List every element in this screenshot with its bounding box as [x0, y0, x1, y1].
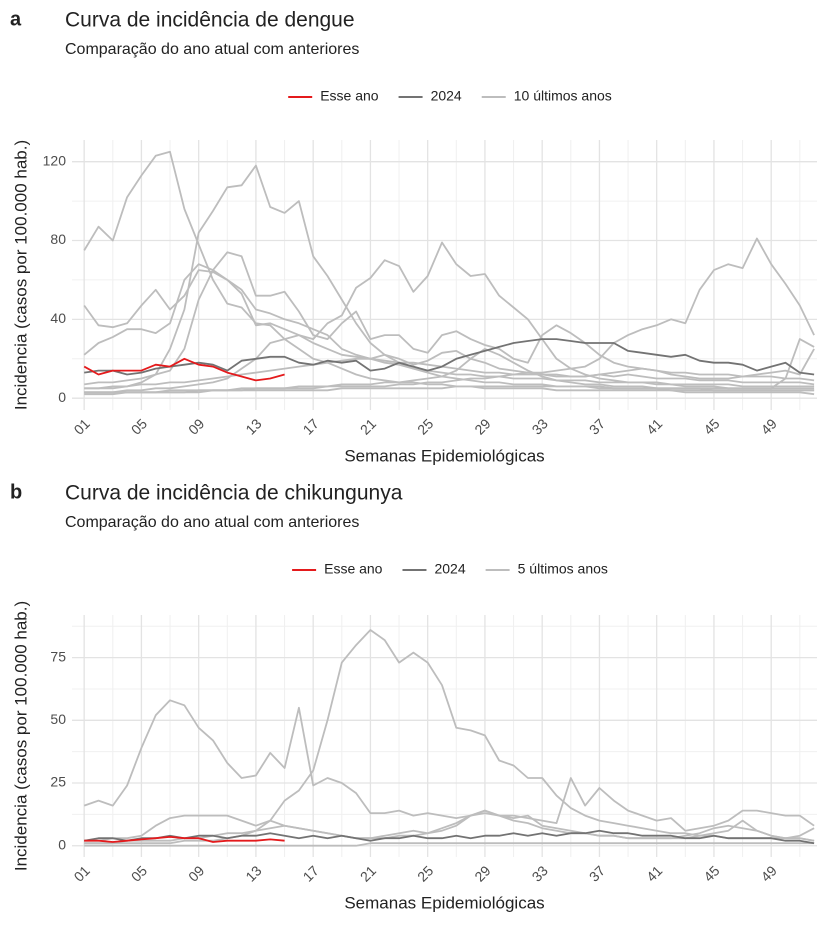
- y-tick-label: 80: [50, 231, 66, 247]
- x-tick-label: 45: [700, 862, 722, 884]
- y-tick-label: 0: [58, 389, 66, 405]
- x-tick-label: 49: [758, 862, 780, 884]
- series-line: [84, 842, 815, 847]
- x-tick-label: 25: [414, 862, 436, 884]
- series-line: [83, 263, 815, 386]
- chart-subtitle: Comparação do ano atual com anteriores: [65, 41, 359, 58]
- x-tick-label: 29: [471, 415, 493, 437]
- series-line: [83, 150, 815, 396]
- series-line: [84, 829, 815, 845]
- legend-label: 5 últimos anos: [518, 561, 608, 577]
- legend: Esse ano 2024 10 últimos anos: [288, 88, 612, 104]
- x-tick-label: 29: [471, 862, 493, 884]
- x-tick-label: 49: [758, 415, 780, 437]
- series-line: [84, 385, 815, 394]
- series-line: [83, 357, 285, 382]
- x-tick-label: 13: [242, 862, 264, 884]
- x-tick-label: 21: [357, 415, 379, 437]
- x-tick-label: 09: [185, 415, 207, 437]
- y-tick-label: 0: [58, 836, 66, 852]
- series-line: [84, 809, 815, 842]
- x-tick-label: 13: [242, 415, 264, 437]
- legend-label: Esse ano: [324, 561, 383, 577]
- x-tick-label: 21: [357, 862, 379, 884]
- x-tick-label: 05: [128, 415, 150, 437]
- x-tick-label: 09: [185, 862, 207, 884]
- x-tick-label: 17: [300, 862, 322, 884]
- series-line: [84, 241, 815, 394]
- y-axis-title: Incidencia (casos por 100.000 hab.): [11, 140, 30, 410]
- y-tick-label: 75: [50, 648, 66, 664]
- series-line: [84, 836, 285, 843]
- panel-label: a: [10, 8, 22, 30]
- x-axis-title: Semanas Epidemiológicas: [344, 893, 544, 912]
- legend-label: 2024: [431, 88, 462, 104]
- x-tick-label: 45: [700, 415, 722, 437]
- legend: Esse ano 2024 5 últimos anos: [292, 561, 608, 577]
- chart-title: Curva de incidência de chikungunya: [65, 482, 403, 505]
- x-tick-label: 05: [128, 862, 150, 884]
- legend-label: 10 últimos anos: [514, 88, 612, 104]
- series-line: [84, 809, 815, 845]
- series-line: [84, 629, 815, 845]
- x-axis-title: Semanas Epidemiológicas: [344, 446, 544, 465]
- series-line: [83, 269, 815, 388]
- legend-label: Esse ano: [320, 88, 379, 104]
- x-tick-label: 25: [414, 415, 436, 437]
- x-tick-label: 37: [586, 862, 608, 884]
- series-line: [84, 164, 815, 392]
- x-tick-label: 33: [529, 415, 551, 437]
- x-tick-label: 01: [71, 415, 93, 437]
- series-line: [84, 338, 815, 376]
- y-tick-label: 40: [50, 310, 66, 326]
- y-tick-label: 25: [50, 774, 66, 790]
- series-line: [83, 699, 815, 832]
- legend-label: 2024: [434, 561, 465, 577]
- x-tick-label: 41: [643, 415, 665, 437]
- x-tick-label: 01: [71, 862, 93, 884]
- series-line: [84, 251, 815, 386]
- x-tick-label: 33: [529, 862, 551, 884]
- y-axis-title: Incidencia (casos por 100.000 hab.): [11, 601, 30, 871]
- panel-label: b: [10, 481, 22, 503]
- chart-subtitle: Comparação do ano atual com anteriores: [65, 514, 359, 531]
- x-tick-label: 41: [643, 862, 665, 884]
- series-line: [84, 348, 815, 390]
- chart-title: Curva de incidência de dengue: [65, 9, 355, 32]
- x-tick-label: 37: [586, 415, 608, 437]
- y-tick-label: 50: [50, 711, 66, 727]
- y-tick-label: 120: [43, 152, 67, 168]
- x-tick-label: 17: [300, 415, 322, 437]
